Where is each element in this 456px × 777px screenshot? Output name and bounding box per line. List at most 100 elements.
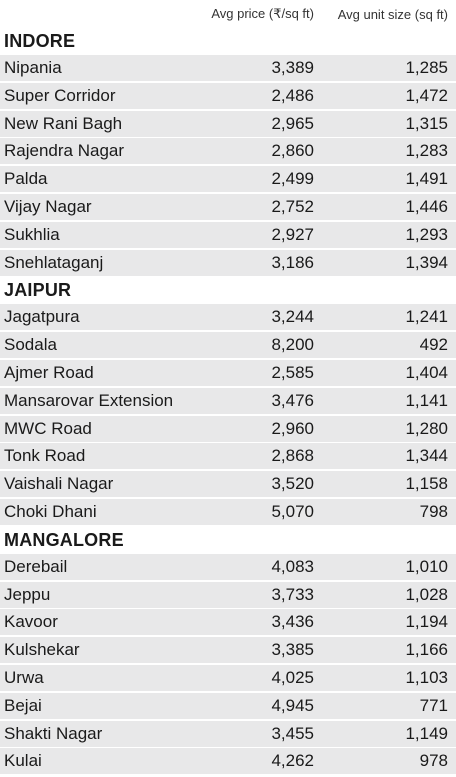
table-row: Palda 2,499 1,491	[0, 166, 456, 193]
avg-price-cell: 2,868	[271, 446, 314, 466]
avg-unit-size-cell: 798	[419, 501, 448, 521]
avg-price-cell: 2,585	[271, 362, 314, 382]
locality-cell: Super Corridor	[4, 85, 116, 105]
avg-unit-size-cell: 1,446	[405, 196, 448, 216]
locality-cell: Jeppu	[4, 584, 51, 604]
locality-cell: Bejai	[4, 695, 42, 715]
table-row: Kulshekar 3,385 1,166	[0, 637, 456, 664]
avg-price-cell: 8,200	[271, 335, 314, 355]
avg-price-cell: 4,262	[271, 751, 314, 771]
avg-unit-size-cell: 1,315	[405, 113, 448, 133]
avg-unit-size-cell: 1,158	[405, 474, 448, 494]
locality-cell: Derebail	[4, 556, 68, 576]
table-row: Nipania 3,389 1,285	[0, 55, 456, 81]
table-row: Super Corridor 2,486 1,472	[0, 82, 456, 109]
table-row: Vaishali Nagar 3,520 1,158	[0, 471, 456, 498]
table-row: Derebail 4,083 1,010	[0, 553, 456, 580]
avg-price-cell: 3,186	[271, 252, 314, 272]
locality-cell: Rajendra Nagar	[4, 141, 125, 161]
locality-cell: Sodala	[4, 335, 57, 355]
avg-price-cell: 3,244	[271, 307, 314, 327]
avg-price-cell: 2,927	[271, 224, 314, 244]
avg-price-cell: 4,083	[271, 556, 314, 576]
header-avg-price: Avg price (₹/sq ft)	[211, 6, 314, 21]
locality-cell: Palda	[4, 169, 48, 189]
avg-unit-size-cell: 1,141	[405, 390, 448, 410]
header-avg-unit-size: Avg unit size (sq ft)	[337, 6, 448, 22]
section-heading: MANGALORE	[0, 526, 456, 554]
avg-price-cell: 2,499	[271, 169, 314, 189]
table-row: MWC Road 2,960 1,280	[0, 415, 456, 442]
avg-price-cell: 3,520	[271, 474, 314, 494]
table-row: Vijay Nagar 2,752 1,446	[0, 193, 456, 220]
avg-unit-size-cell: 1,285	[405, 58, 448, 77]
avg-price-cell: 2,965	[271, 113, 314, 133]
locality-cell: Vijay Nagar	[4, 196, 92, 216]
avg-unit-size-cell: 492	[419, 335, 448, 355]
locality-cell: Tonk Road	[4, 446, 86, 466]
locality-cell: Sukhlia	[4, 224, 60, 244]
avg-unit-size-cell: 1,194	[405, 612, 448, 632]
avg-price-cell: 5,070	[271, 501, 314, 521]
locality-cell: Kavoor	[4, 612, 58, 632]
avg-unit-size-cell: 1,283	[405, 141, 448, 161]
table-row: Jeppu 3,733 1,028	[0, 581, 456, 608]
locality-cell: Urwa	[4, 667, 44, 687]
avg-price-cell: 3,436	[271, 612, 314, 632]
table-row: Shakti Nagar 3,455 1,149	[0, 720, 456, 747]
avg-unit-size-cell: 1,280	[405, 418, 448, 438]
table-row: Jagatpura 3,244 1,241	[0, 304, 456, 331]
table-row: Choki Dhani 5,070 798	[0, 498, 456, 525]
avg-unit-size-cell: 1,010	[405, 556, 448, 576]
avg-price-cell: 3,389	[271, 58, 314, 77]
avg-unit-size-cell: 1,166	[405, 640, 448, 660]
avg-unit-size-cell: 1,028	[405, 584, 448, 604]
avg-unit-size-cell: 1,491	[405, 169, 448, 189]
table-body: INDORE Nipania 3,389 1,285 Super Corridor 2,4…	[0, 28, 456, 775]
avg-price-cell: 2,486	[271, 85, 314, 105]
locality-cell: MWC Road	[4, 418, 92, 438]
avg-price-cell: 4,945	[271, 695, 314, 715]
table-row: Snehlataganj 3,186 1,394	[0, 249, 456, 276]
table-row: Kulai 4,262 978	[0, 748, 456, 775]
avg-unit-size-cell: 1,149	[405, 723, 448, 743]
avg-price-cell: 2,752	[271, 196, 314, 216]
table-row: Sodala 8,200 492	[0, 332, 456, 359]
section-heading: JAIPUR	[0, 277, 456, 305]
locality-cell: Kulshekar	[4, 640, 80, 660]
table-row: Bejai 4,945 771	[0, 692, 456, 719]
locality-cell: Jagatpura	[4, 307, 80, 327]
avg-unit-size-cell: 1,394	[405, 252, 448, 272]
header-row: Avg price (₹/sq ft) Avg unit size (sq ft…	[0, 0, 456, 28]
table-row: Tonk Road 2,868 1,344	[0, 443, 456, 470]
avg-price-cell: 3,455	[271, 723, 314, 743]
table-row: New Rani Bagh 2,965 1,315	[0, 110, 456, 137]
avg-price-cell: 3,385	[271, 640, 314, 660]
locality-cell: Vaishali Nagar	[4, 474, 114, 494]
avg-unit-size-cell: 1,472	[405, 85, 448, 105]
avg-price-cell: 4,025	[271, 667, 314, 687]
locality-cell: Ajmer Road	[4, 362, 94, 382]
locality-cell: Mansarovar Extension	[4, 390, 174, 410]
table-row: Urwa 4,025 1,103	[0, 664, 456, 691]
avg-unit-size-cell: 1,103	[405, 667, 448, 687]
avg-unit-size-cell: 771	[419, 695, 448, 715]
table-row: Rajendra Nagar 2,860 1,283	[0, 138, 456, 165]
locality-cell: Shakti Nagar	[4, 723, 103, 743]
avg-price-cell: 2,860	[271, 141, 314, 161]
table-row: Ajmer Road 2,585 1,404	[0, 359, 456, 386]
avg-unit-size-cell: 978	[419, 751, 448, 771]
locality-cell: Kulai	[4, 751, 42, 771]
avg-unit-size-cell: 1,293	[405, 224, 448, 244]
section-heading: INDORE	[0, 28, 456, 55]
avg-unit-size-cell: 1,241	[405, 307, 448, 327]
avg-price-cell: 3,476	[271, 390, 314, 410]
table-row: Kavoor 3,436 1,194	[0, 609, 456, 636]
avg-price-cell: 2,960	[271, 418, 314, 438]
locality-cell: Snehlataganj	[4, 252, 104, 272]
locality-cell: Nipania	[4, 58, 62, 77]
avg-unit-size-cell: 1,404	[405, 362, 448, 382]
locality-cell: New Rani Bagh	[4, 113, 123, 133]
avg-price-cell: 3,733	[271, 584, 314, 604]
